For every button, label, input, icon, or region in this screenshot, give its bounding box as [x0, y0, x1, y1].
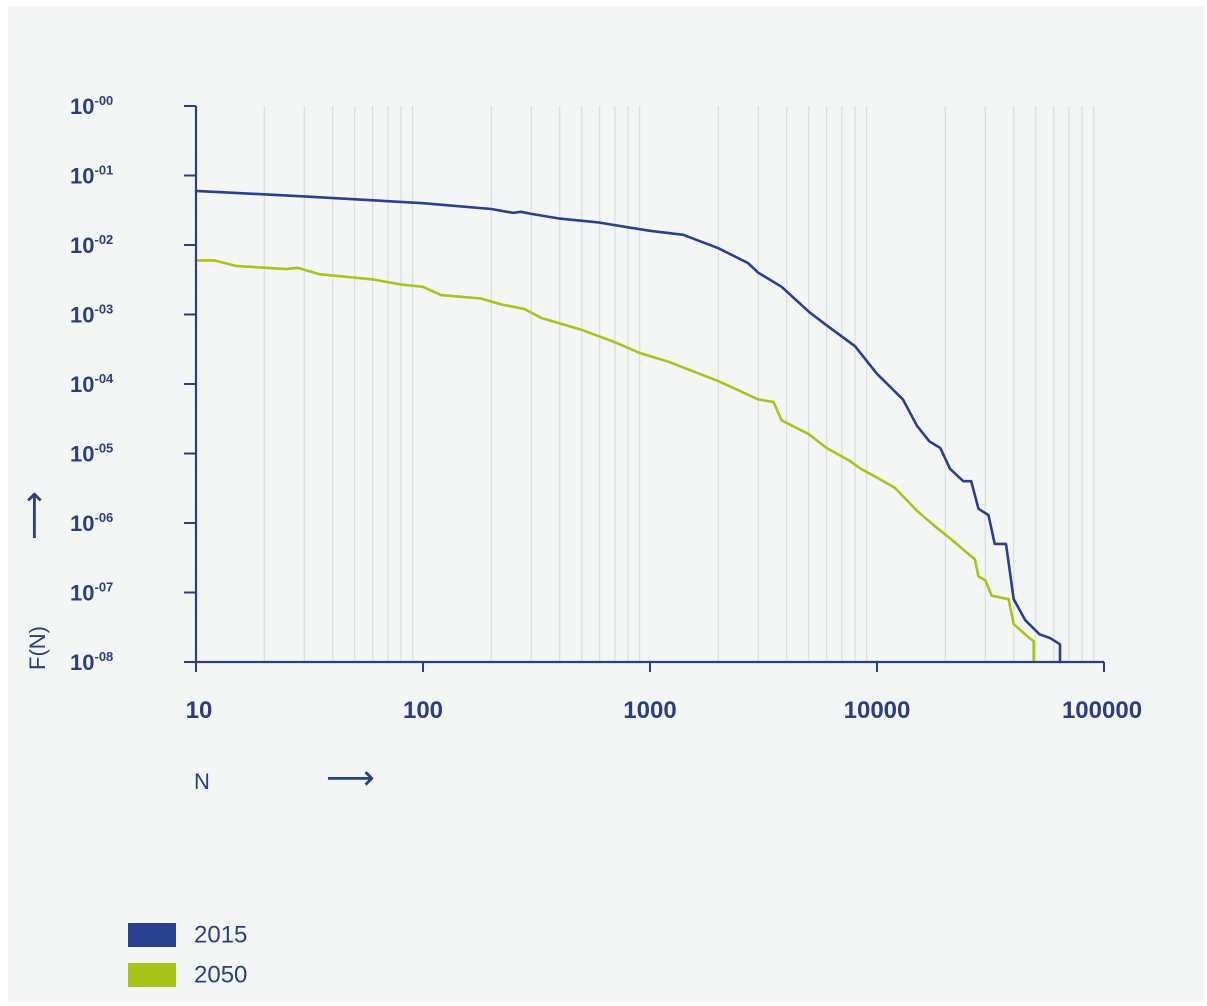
legend-label-2050: 2050 — [194, 961, 247, 988]
axes — [184, 105, 1105, 672]
x-axis-label: N — [194, 769, 210, 794]
x-tick-label: 100000 — [1062, 697, 1142, 724]
legend-swatch-2015 — [128, 923, 176, 947]
y-tick-label: 10-06 — [70, 510, 113, 536]
x-tick-label: 10 — [186, 697, 213, 724]
x-tick-label: 10000 — [844, 697, 911, 724]
y-tick-label: 10-08 — [70, 649, 113, 675]
legend-swatch-2050 — [128, 963, 176, 987]
x-tick-label: 100 — [403, 697, 443, 724]
series-layer — [194, 189, 1062, 664]
y-tick-label: 10-04 — [70, 371, 114, 397]
x-axis-arrow: ⟶ — [326, 759, 375, 797]
y-tick-label: 10-01 — [70, 163, 113, 189]
y-tick-label: 10-00 — [70, 93, 113, 119]
y-tick-labels: 10-00 10-01 10-02 10-03 10-04 10-05 10-06 10-07… — [70, 93, 114, 675]
y-tick-label: 10-07 — [70, 580, 113, 606]
y-tick-label: 10-03 — [70, 302, 113, 328]
legend-label-2015: 2015 — [194, 921, 247, 948]
legend: 2015 2050 — [128, 921, 247, 988]
y-tick-label: 10-02 — [70, 232, 113, 258]
series-line-2050 — [194, 259, 1035, 664]
y-axis-arrow: ⟶ — [15, 491, 53, 540]
chart-panel — [8, 6, 1204, 1002]
y-axis-label: F(N) — [25, 626, 50, 670]
y-tick-label: 10-05 — [70, 441, 113, 467]
x-tick-label: 1000 — [623, 697, 676, 724]
series-line-2015 — [194, 189, 1062, 664]
x-tick-labels: 10 100 1000 10000 100000 — [186, 697, 1142, 724]
gridlines — [263, 106, 1095, 662]
